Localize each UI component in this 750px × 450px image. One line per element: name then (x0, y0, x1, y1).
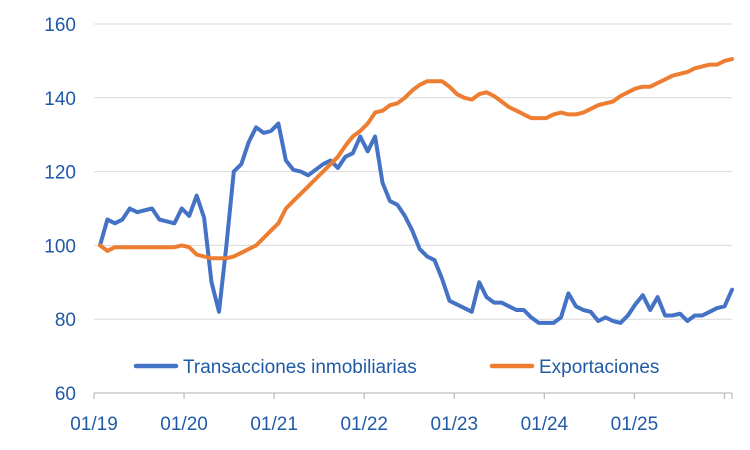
gridlines (94, 23, 732, 320)
x-tick-label: 01/22 (340, 414, 388, 435)
series-lines (98, 57, 734, 325)
y-tick-label: 80 (55, 310, 76, 331)
x-tick-label: 01/19 (70, 414, 118, 435)
x-tick-label: 01/23 (431, 414, 479, 435)
y-tick-label: 120 (44, 163, 76, 184)
legend: Transacciones inmobiliarias Exportacione… (133, 357, 659, 378)
series-line-transacciones (98, 121, 734, 325)
x-tick-label: 01/21 (250, 414, 298, 435)
x-tick-label: 01/24 (521, 414, 569, 435)
y-axis-tick-labels: 60 80 100 120 140 160 (44, 15, 76, 405)
y-tick-label: 140 (44, 89, 76, 110)
series-line-exportaciones (98, 57, 734, 261)
x-axis-tick-marks (93, 393, 733, 399)
x-tick-label: 01/25 (611, 414, 659, 435)
legend-label-transacciones: Transacciones inmobiliarias (183, 357, 417, 378)
x-axis-tick-labels: 01/19 01/20 01/21 01/22 01/23 01/24 01/25 (70, 414, 658, 435)
y-tick-label: 60 (55, 384, 76, 405)
x-tick-label: 01/20 (160, 414, 208, 435)
y-tick-label: 160 (44, 15, 76, 36)
y-tick-label: 100 (44, 236, 76, 257)
legend-label-exportaciones: Exportaciones (539, 357, 659, 378)
